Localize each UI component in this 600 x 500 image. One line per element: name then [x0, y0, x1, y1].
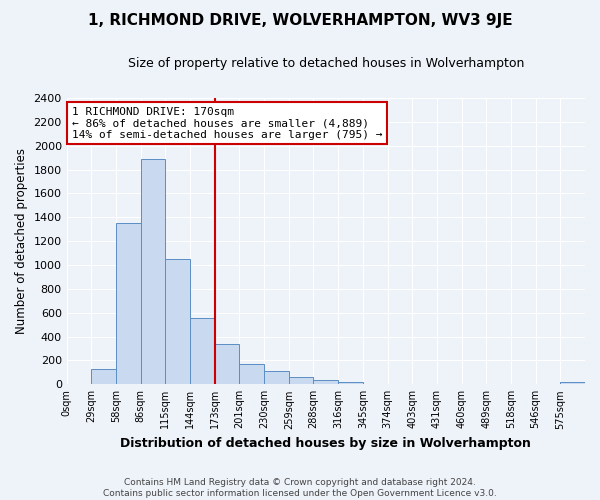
Bar — [141, 159, 166, 384]
Bar — [289, 377, 313, 384]
Bar — [239, 364, 264, 384]
Bar — [190, 318, 215, 384]
Text: 1, RICHMOND DRIVE, WOLVERHAMPTON, WV3 9JE: 1, RICHMOND DRIVE, WOLVERHAMPTON, WV3 9J… — [88, 12, 512, 28]
X-axis label: Distribution of detached houses by size in Wolverhampton: Distribution of detached houses by size … — [121, 437, 531, 450]
Y-axis label: Number of detached properties: Number of detached properties — [15, 148, 28, 334]
Bar — [91, 369, 116, 384]
Bar — [215, 344, 239, 385]
Bar — [264, 371, 289, 384]
Bar — [560, 382, 585, 384]
Bar — [166, 259, 190, 384]
Bar — [338, 382, 363, 384]
Bar — [313, 380, 338, 384]
Text: Contains HM Land Registry data © Crown copyright and database right 2024.
Contai: Contains HM Land Registry data © Crown c… — [103, 478, 497, 498]
Bar — [116, 224, 141, 384]
Title: Size of property relative to detached houses in Wolverhampton: Size of property relative to detached ho… — [128, 58, 524, 70]
Text: 1 RICHMOND DRIVE: 170sqm
← 86% of detached houses are smaller (4,889)
14% of sem: 1 RICHMOND DRIVE: 170sqm ← 86% of detach… — [72, 106, 382, 140]
